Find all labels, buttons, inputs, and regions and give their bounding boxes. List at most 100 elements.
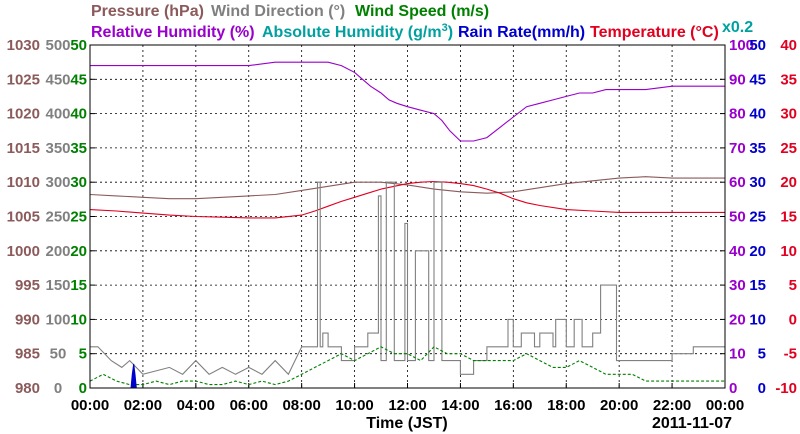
x-tick-label: 14:00 (441, 397, 479, 414)
x-tick-label: 16:00 (494, 397, 532, 414)
wind-speed-tick-label: 5 (79, 346, 87, 363)
rain-rate-axis-title: Rain Rate(mm/h) (458, 24, 585, 41)
wind-speed-tick-label: 30 (70, 174, 87, 191)
relative-humidity-tick-label: 50 (729, 209, 746, 226)
x-tick-label: 02:00 (124, 397, 162, 414)
pressure-series (89, 176, 725, 200)
x-tick-label: 12:00 (388, 397, 426, 414)
temperature-tick-label: 20 (780, 174, 797, 191)
absolute-humidity-title-end: ) (448, 24, 453, 41)
relative-humidity-tick-label: 40 (729, 243, 746, 260)
rain-rate-tick-label: 0 (758, 380, 766, 397)
wind-direction-tick-label: 300 (45, 174, 70, 191)
wind-direction-tick-label: 450 (45, 71, 70, 88)
pressure-tick-label: 985 (15, 346, 40, 363)
pressure-tick-label: 980 (15, 380, 40, 397)
temperature-tick-label: 10 (780, 243, 797, 260)
y-axis-ticks: 9809859909951000100510101015102010251030… (7, 37, 797, 397)
wind-direction-axis-title: Wind Direction (°) (211, 3, 345, 20)
wind-direction-series (90, 181, 725, 376)
wind-speed-tick-label: 50 (70, 37, 87, 54)
temperature-tick-label: 0 (789, 311, 797, 328)
absolute-humidity-title-sup: 3 (442, 22, 448, 34)
rain-rate-tick-label: 20 (749, 243, 766, 260)
temperature-tick-label: -10 (775, 380, 797, 397)
wind-direction-tick-label: 150 (45, 277, 70, 294)
temperature-axis-title: Temperature (°C) (590, 24, 719, 41)
wind-direction-tick-label: 50 (50, 346, 67, 363)
temperature-tick-label: 15 (780, 209, 797, 226)
relative-humidity-tick-label: 20 (729, 311, 746, 328)
rain-rate-tick-label: 5 (758, 346, 766, 363)
relative-humidity-axis-title: Relative Humidity (%) (91, 24, 255, 41)
pressure-tick-label: 1015 (7, 140, 40, 157)
rain-rate-tick-label: 50 (749, 37, 766, 54)
pressure-tick-label: 990 (15, 311, 40, 328)
pressure-tick-label: 1010 (7, 174, 40, 191)
wind-speed-tick-label: 20 (70, 243, 87, 260)
x-tick-label: 08:00 (282, 397, 320, 414)
relative-humidity-tick-label: 10 (729, 346, 746, 363)
wind-direction-tick-label: 500 (45, 37, 70, 54)
x-tick-label: 00:00 (71, 397, 109, 414)
pressure-tick-label: 1020 (7, 106, 40, 123)
absolute-humidity-title-main: Absolute Humidity (g/m (262, 24, 442, 41)
wind-direction-tick-label: 200 (45, 243, 70, 260)
relative-humidity-tick-label: 60 (729, 174, 746, 191)
rain-rate-tick-label: 25 (749, 209, 766, 226)
x-tick-label: 22:00 (653, 397, 691, 414)
plot-frame (89, 44, 726, 389)
date-label: 2011-11-07 (652, 415, 732, 432)
series-layer (89, 61, 725, 389)
wind-speed-tick-label: 35 (70, 140, 87, 157)
wind-speed-tick-label: 10 (70, 311, 87, 328)
relative-humidity-series (90, 61, 725, 142)
temperature-tick-label: 40 (780, 37, 797, 54)
rain-rate-tick-label: 15 (749, 277, 766, 294)
relative-humidity-tick-label: 100 (729, 37, 754, 54)
pressure-tick-label: 1030 (7, 37, 40, 54)
x-tick-label: 04:00 (177, 397, 215, 414)
temperature-tick-label: -5 (784, 346, 797, 363)
pressure-tick-label: 1000 (7, 243, 40, 260)
relative-humidity-tick-label: 0 (729, 380, 737, 397)
rain-rate-series (130, 363, 137, 389)
temperature-tick-label: 35 (780, 71, 797, 88)
x-tick-label: 06:00 (230, 397, 268, 414)
gridlines (90, 45, 725, 388)
absolute-humidity-multiplier: x0.2 (722, 19, 753, 36)
rain-rate-tick-label: 30 (749, 174, 766, 191)
wind-direction-tick-label: 400 (45, 106, 70, 123)
rain-rate-tick-label: 45 (749, 71, 766, 88)
relative-humidity-tick-label: 70 (729, 140, 746, 157)
x-tick-label: 10:00 (335, 397, 373, 414)
pressure-axis-title: Pressure (hPa) (91, 3, 204, 20)
rain-rate-tick-label: 40 (749, 106, 766, 123)
rain-rate-tick-label: 35 (749, 140, 766, 157)
temperature-tick-label: 25 (780, 140, 797, 157)
wind-speed-axis-title: Wind Speed (m/s) (355, 3, 489, 20)
relative-humidity-tick-label: 80 (729, 106, 746, 123)
x-tick-label: 20:00 (600, 397, 638, 414)
wind-speed-tick-label: 45 (70, 71, 87, 88)
temperature-tick-label: 5 (789, 277, 797, 294)
pressure-tick-label: 1005 (7, 209, 40, 226)
pressure-tick-label: 1025 (7, 71, 40, 88)
wind-speed-tick-label: 25 (70, 209, 87, 226)
wind-direction-tick-label: 0 (54, 380, 62, 397)
x-tick-label: 00:00 (706, 397, 744, 414)
rain-rate-tick-label: 10 (749, 311, 766, 328)
wind-direction-tick-label: 350 (45, 140, 70, 157)
temperature-tick-label: 30 (780, 106, 797, 123)
relative-humidity-tick-label: 30 (729, 277, 746, 294)
wind-speed-tick-label: 0 (79, 380, 87, 397)
x-tick-label: 18:00 (547, 397, 585, 414)
wind-speed-tick-label: 15 (70, 277, 87, 294)
absolute-humidity-axis-title: Absolute Humidity (g/m3) (262, 22, 453, 41)
wind-speed-tick-label: 40 (70, 106, 87, 123)
x-axis-label: Time (JST) (366, 415, 448, 432)
x-axis-ticks: 00:00 02:00 04:00 06:00 08:00 10:00 12:00 14:00… (71, 383, 744, 414)
wind-direction-tick-label: 100 (45, 311, 70, 328)
wind-direction-tick-label: 250 (45, 209, 70, 226)
